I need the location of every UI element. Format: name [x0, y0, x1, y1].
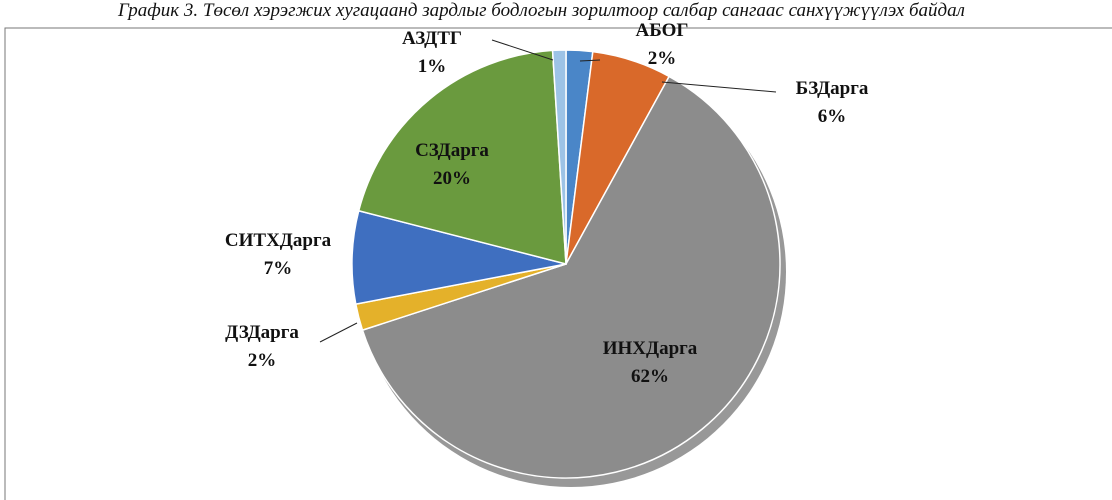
slice-value-label: 2% — [648, 48, 677, 69]
chart-frame — [4, 27, 1112, 500]
slice-value-label: 20% — [433, 168, 471, 189]
pie-slice — [361, 75, 781, 479]
slice-value-label: 62% — [631, 366, 669, 387]
slice-label: ИНХДарга — [603, 338, 698, 359]
leader-line — [319, 322, 358, 343]
pie-slice — [357, 49, 567, 265]
slice-label: СЗДарга — [415, 140, 489, 161]
leader-line — [579, 59, 601, 62]
slice-label: БЗДарга — [796, 78, 869, 99]
slice-value-label: 1% — [418, 56, 447, 77]
slice-label: АБОГ — [635, 20, 688, 41]
chart-title: График 3. Төсөл хэрэгжих хугацаанд зардл… — [117, 0, 965, 21]
slice-value-label: 2% — [248, 350, 277, 371]
slice-label: ДЗДарга — [225, 322, 299, 343]
leader-line — [491, 39, 554, 61]
leader-line — [661, 81, 777, 93]
slice-value-label: 7% — [264, 258, 293, 279]
pie-slice — [551, 49, 567, 265]
slice-label: СИТХДарга — [225, 230, 332, 251]
slice-label: АЗДТГ — [402, 28, 462, 49]
slice-value-label: 6% — [818, 106, 847, 127]
